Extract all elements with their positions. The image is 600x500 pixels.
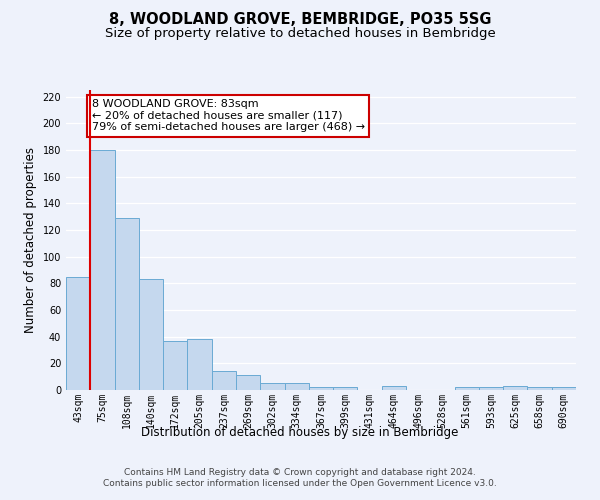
Bar (66, 276, 90, 390)
Text: 8, WOODLAND GROVE, BEMBRIDGE, PO35 5SG: 8, WOODLAND GROVE, BEMBRIDGE, PO35 5SG (109, 12, 491, 28)
Bar (90, 150, 115, 390)
Bar (115, 218, 139, 390)
Bar (455, 388, 479, 390)
Bar (284, 384, 309, 390)
Bar (503, 386, 527, 390)
Bar (552, 388, 576, 390)
Bar (236, 376, 260, 390)
Bar (212, 372, 236, 390)
Bar (139, 280, 163, 390)
Bar (382, 386, 406, 390)
Text: Contains HM Land Registry data © Crown copyright and database right 2024.
Contai: Contains HM Land Registry data © Crown c… (103, 468, 497, 487)
Bar (187, 340, 212, 390)
Text: Distribution of detached houses by size in Bembridge: Distribution of detached houses by size … (142, 426, 458, 439)
Bar (527, 388, 552, 390)
Bar (309, 388, 333, 390)
Bar (163, 340, 187, 390)
Bar (479, 388, 503, 390)
Bar (333, 388, 358, 390)
Text: Size of property relative to detached houses in Bembridge: Size of property relative to detached ho… (104, 28, 496, 40)
Text: 8 WOODLAND GROVE: 83sqm
← 20% of detached houses are smaller (117)
79% of semi-d: 8 WOODLAND GROVE: 83sqm ← 20% of detache… (91, 99, 365, 132)
Bar (260, 384, 284, 390)
Y-axis label: Number of detached properties: Number of detached properties (24, 147, 37, 333)
